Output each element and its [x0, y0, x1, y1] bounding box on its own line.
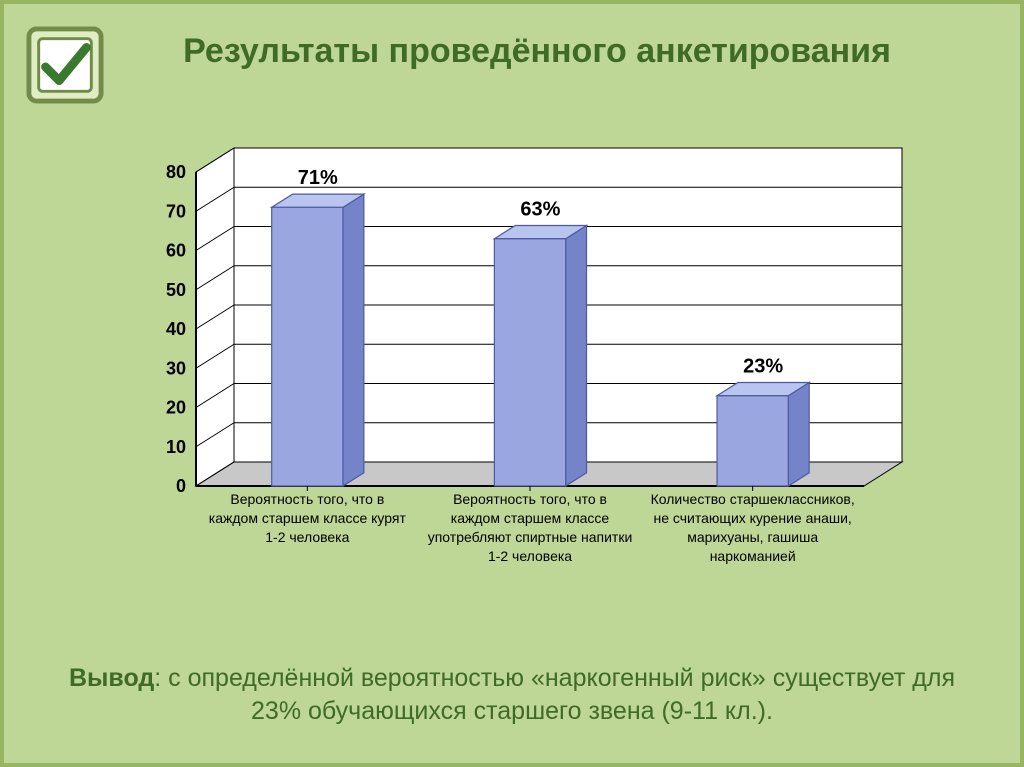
svg-text:80: 80 — [166, 162, 186, 182]
bar-chart: 0 10 20 30 40 50 60 70 80 71% 63% 23% Вероятность т… — [114, 134, 904, 604]
svg-text:60: 60 — [166, 241, 186, 261]
page-title: Результаты проведённого анкетирования — [114, 32, 960, 71]
svg-text:20: 20 — [166, 398, 186, 418]
svg-text:71%: 71% — [298, 167, 338, 189]
category-label: Вероятность того, что в каждом старшем к… — [196, 486, 419, 604]
conclusion-text: Вывод: с определённой вероятностью «нарк… — [64, 662, 960, 730]
svg-text:50: 50 — [166, 280, 186, 300]
conclusion-body: : с определённой вероятностью «наркогенн… — [154, 664, 955, 726]
svg-text:0: 0 — [176, 476, 186, 496]
check-icon — [26, 26, 104, 104]
svg-text:63%: 63% — [520, 199, 560, 221]
category-label: Количество старшеклассников, не считающи… — [641, 486, 864, 604]
category-label: Вероятность того, что в каждом старшем к… — [419, 486, 642, 604]
conclusion-label: Вывод — [69, 664, 154, 692]
svg-text:40: 40 — [166, 319, 186, 339]
svg-text:10: 10 — [166, 437, 186, 457]
svg-text:70: 70 — [166, 201, 186, 221]
svg-text:23%: 23% — [743, 356, 783, 378]
svg-text:30: 30 — [166, 358, 186, 378]
